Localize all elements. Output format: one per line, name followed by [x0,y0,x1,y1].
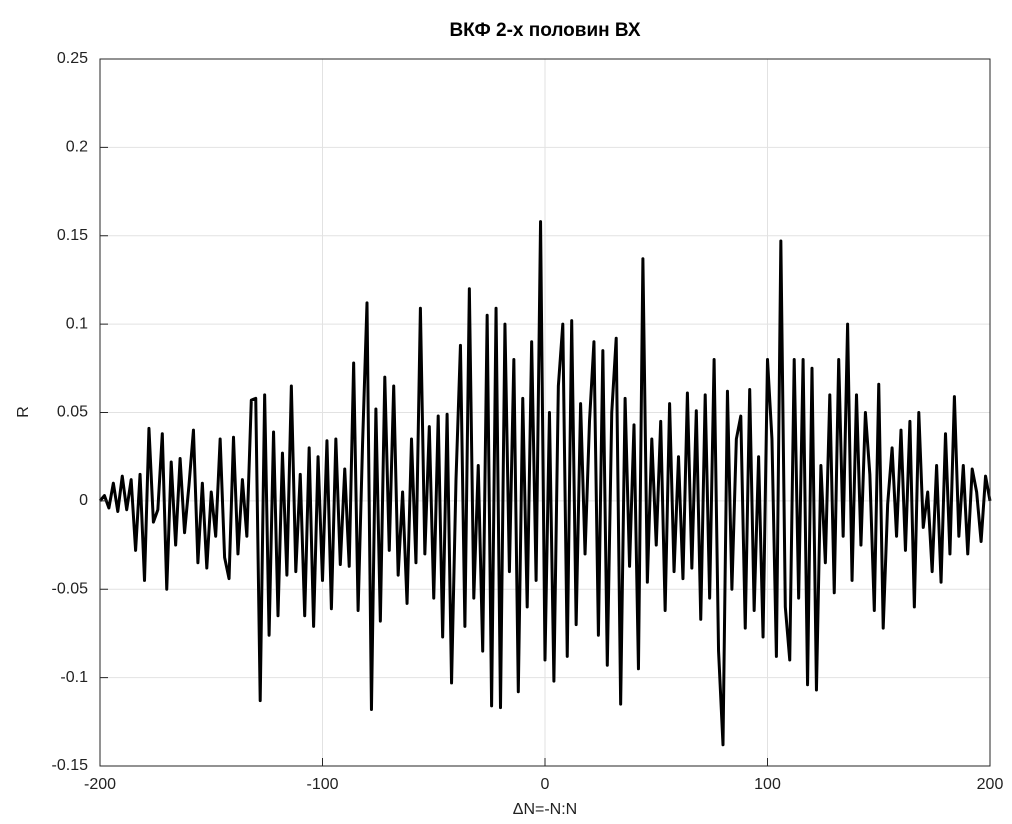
x-tick-label: 0 [541,776,550,793]
y-tick-label: 0.25 [57,50,88,67]
y-tick-label: 0.1 [66,315,88,332]
x-tick-label: -100 [306,776,338,793]
x-axis-label: ΔN=-N:N [513,801,577,818]
y-tick-label: -0.05 [52,580,89,597]
y-tick-label: -0.1 [60,669,88,686]
data-line [98,220,992,747]
y-tick-label: -0.15 [52,757,89,774]
y-tick-label: 0.15 [57,227,88,244]
x-tick-label: 100 [754,776,781,793]
chart-title: ВКФ 2-х половин ВХ [449,20,640,41]
y-axis-label: R [15,406,32,418]
x-tick-label: 200 [977,776,1004,793]
x-tick-label: -200 [84,776,116,793]
y-tick-label: 0.2 [66,139,88,156]
y-tick-label: 0 [79,492,88,509]
plot [98,220,992,747]
y-tick-label: 0.05 [57,404,88,421]
